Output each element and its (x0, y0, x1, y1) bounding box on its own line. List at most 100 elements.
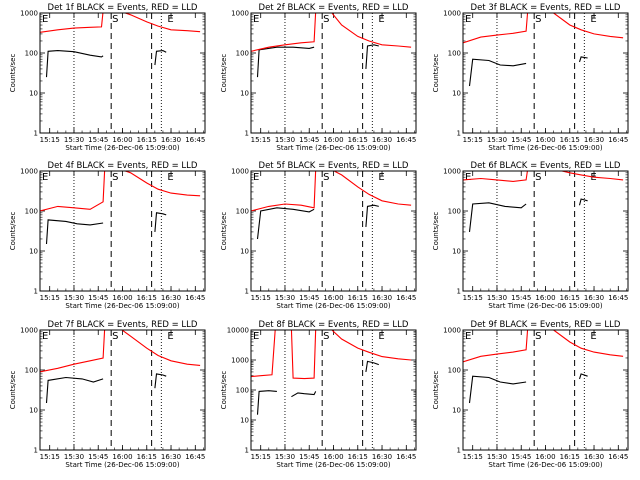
marker-label: E (378, 331, 384, 342)
x-tick-label: 16:30 (584, 294, 604, 302)
x-tick-label: 16:30 (161, 453, 181, 461)
lld-series-line (550, 13, 624, 39)
lld-series-line (40, 171, 106, 212)
y-tick-label: 10 (240, 248, 249, 256)
marker-label: E (590, 14, 596, 25)
x-tick-label: 15:15 (463, 453, 483, 461)
lld-series-line (331, 13, 412, 48)
lld-series-line (40, 13, 104, 33)
x-axis-label: Start Time (26-Dec-06 15:09:00) (488, 461, 602, 469)
series-group (40, 330, 201, 404)
lld-series-line (463, 171, 528, 182)
y-axis-label: Counts/sec (9, 212, 17, 251)
x-tick-label: 15:45 (511, 453, 531, 461)
x-tick-label: 15:30 (275, 453, 295, 461)
marker-label: S (535, 331, 541, 342)
events-series-line (578, 56, 588, 63)
y-tick-label: 10 (452, 90, 461, 98)
marker-label: S (112, 331, 118, 342)
y-tick-label: 1 (245, 288, 249, 296)
x-axis-label: Start Time (26-Dec-06 15:09:00) (488, 144, 602, 152)
lld-series-line (332, 171, 412, 206)
y-tick-label: 100 (448, 367, 461, 375)
marker-label: S (535, 14, 541, 25)
x-tick-label: 16:45 (185, 136, 205, 144)
series-group (251, 171, 412, 240)
plot-frame (462, 170, 629, 292)
x-tick-label: 16:15 (348, 136, 368, 144)
marker-label: E (465, 172, 471, 183)
lld-series-line (123, 171, 201, 197)
panel-det-8f: Det 8f BLACK = Events, RED = LLD 1 10 100 10… (220, 320, 417, 469)
y-tick-label: 1000 (20, 168, 38, 176)
y-tick-label: 1000 (443, 327, 461, 335)
y-axis-label: Counts/sec (9, 371, 17, 410)
y-tick-label: 10 (452, 248, 461, 256)
events-series-line (45, 50, 104, 78)
x-tick-label: 15:30 (487, 136, 507, 144)
plot-frame (250, 12, 417, 134)
panel-title: Det 7f BLACK = Events, RED = LLD (48, 320, 198, 330)
panel-title: Det 6f BLACK = Events, RED = LLD (471, 161, 621, 171)
y-tick-label: 10 (29, 90, 38, 98)
x-tick-label: 16:00 (323, 294, 343, 302)
y-tick-label: 100 (25, 367, 38, 375)
marker-label: S (323, 331, 329, 342)
marker-label: E (167, 172, 173, 183)
x-tick-label: 15:45 (299, 453, 319, 461)
series-group (40, 13, 201, 78)
x-tick-label: 15:15 (251, 453, 271, 461)
marker-label: S (112, 172, 118, 183)
marker-label: S (535, 172, 541, 183)
y-axis-label: Counts/sec (432, 212, 440, 251)
lld-series-line (251, 330, 276, 378)
y-tick-label: 100 (236, 387, 249, 395)
y-tick-label: 100 (25, 50, 38, 58)
x-tick-label: 15:45 (88, 136, 108, 144)
events-series-line (365, 204, 379, 227)
y-tick-label: 100 (448, 50, 461, 58)
marker-label: S (112, 14, 118, 25)
panel-title: Det 2f BLACK = Events, RED = LLD (259, 3, 409, 13)
y-axis-label: Counts/sec (9, 54, 17, 93)
marker-label: S (323, 172, 329, 183)
x-tick-label: 16:00 (323, 136, 343, 144)
lld-series-line (290, 330, 317, 380)
lld-series-line (251, 171, 317, 212)
marker-label: E (253, 331, 259, 342)
x-tick-label: 16:45 (396, 453, 416, 461)
y-tick-label: 10000 (227, 327, 249, 335)
events-series-line (256, 390, 277, 415)
y-tick-label: 100 (448, 208, 461, 216)
x-tick-label: 16:00 (112, 453, 132, 461)
y-tick-label: 10 (29, 248, 38, 256)
series-group (463, 13, 624, 87)
x-tick-label: 16:00 (535, 453, 555, 461)
marker-label: E (253, 172, 259, 183)
y-tick-label: 100 (236, 50, 249, 58)
panel-title: Det 4f BLACK = Events, RED = LLD (48, 161, 198, 171)
y-tick-label: 1000 (20, 327, 38, 335)
y-tick-label: 1 (34, 447, 38, 455)
x-axis-label: Start Time (26-Dec-06 15:09:00) (65, 144, 179, 152)
x-tick-label: 16:15 (560, 294, 580, 302)
x-tick-label: 15:15 (40, 453, 60, 461)
x-axis-label: Start Time (26-Dec-06 15:09:00) (488, 302, 602, 310)
events-series-line (578, 198, 588, 206)
x-tick-label: 15:45 (299, 294, 319, 302)
x-tick-label: 16:15 (137, 136, 157, 144)
x-tick-label: 16:00 (535, 136, 555, 144)
x-axis-label: Start Time (26-Dec-06 15:09:00) (65, 302, 179, 310)
x-tick-label: 15:30 (64, 294, 84, 302)
x-tick-label: 16:45 (608, 294, 628, 302)
x-axis-label: Start Time (26-Dec-06 15:09:00) (276, 302, 390, 310)
panel-title: Det 5f BLACK = Events, RED = LLD (259, 161, 409, 171)
x-tick-label: 16:30 (584, 136, 604, 144)
x-tick-label: 16:45 (185, 294, 205, 302)
x-tick-label: 16:45 (608, 453, 628, 461)
marker-label: E (465, 14, 471, 25)
x-tick-label: 15:15 (40, 136, 60, 144)
events-series-line (468, 375, 527, 404)
lld-series-line (331, 330, 412, 361)
events-series-line (256, 46, 315, 78)
